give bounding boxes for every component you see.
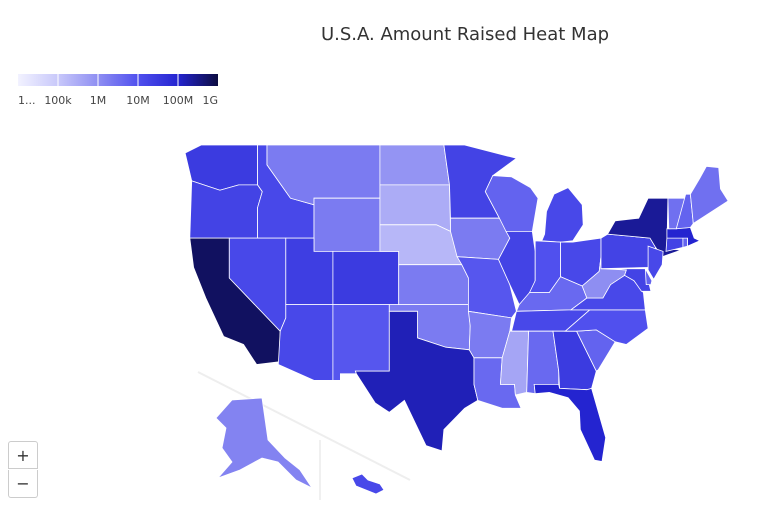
state bbox=[398, 264, 469, 305]
state bbox=[450, 217, 511, 260]
state bbox=[313, 197, 381, 252]
state bbox=[332, 251, 400, 305]
state bbox=[541, 187, 584, 243]
map-title: U.S.A. Amount Raised Heat Map bbox=[321, 24, 609, 45]
legend-label: 1M bbox=[90, 94, 107, 107]
state bbox=[600, 233, 657, 270]
state bbox=[189, 180, 263, 239]
legend-bar bbox=[18, 74, 218, 86]
zoom-in[interactable]: + bbox=[8, 441, 38, 469]
state bbox=[277, 304, 334, 381]
state bbox=[351, 473, 385, 495]
legend-label: 100M bbox=[163, 94, 194, 107]
legend-label: 10M bbox=[126, 94, 150, 107]
state bbox=[675, 193, 694, 230]
zoom-out[interactable]: − bbox=[8, 470, 38, 498]
legend-label: 1G bbox=[202, 94, 218, 107]
states bbox=[184, 144, 729, 495]
state bbox=[644, 268, 653, 285]
state bbox=[647, 245, 664, 281]
state bbox=[689, 165, 729, 225]
legend: 1... 100k 1M 10M 100M 1G bbox=[18, 74, 218, 107]
legend-label: 1... bbox=[18, 94, 36, 107]
inset-border bbox=[197, 371, 411, 481]
state bbox=[533, 384, 607, 462]
state bbox=[499, 330, 530, 396]
state bbox=[379, 144, 450, 186]
state bbox=[215, 397, 314, 490]
state bbox=[666, 227, 701, 247]
state bbox=[332, 304, 390, 381]
state bbox=[682, 237, 688, 248]
state bbox=[665, 237, 684, 252]
legend-label: 100k bbox=[44, 94, 72, 107]
